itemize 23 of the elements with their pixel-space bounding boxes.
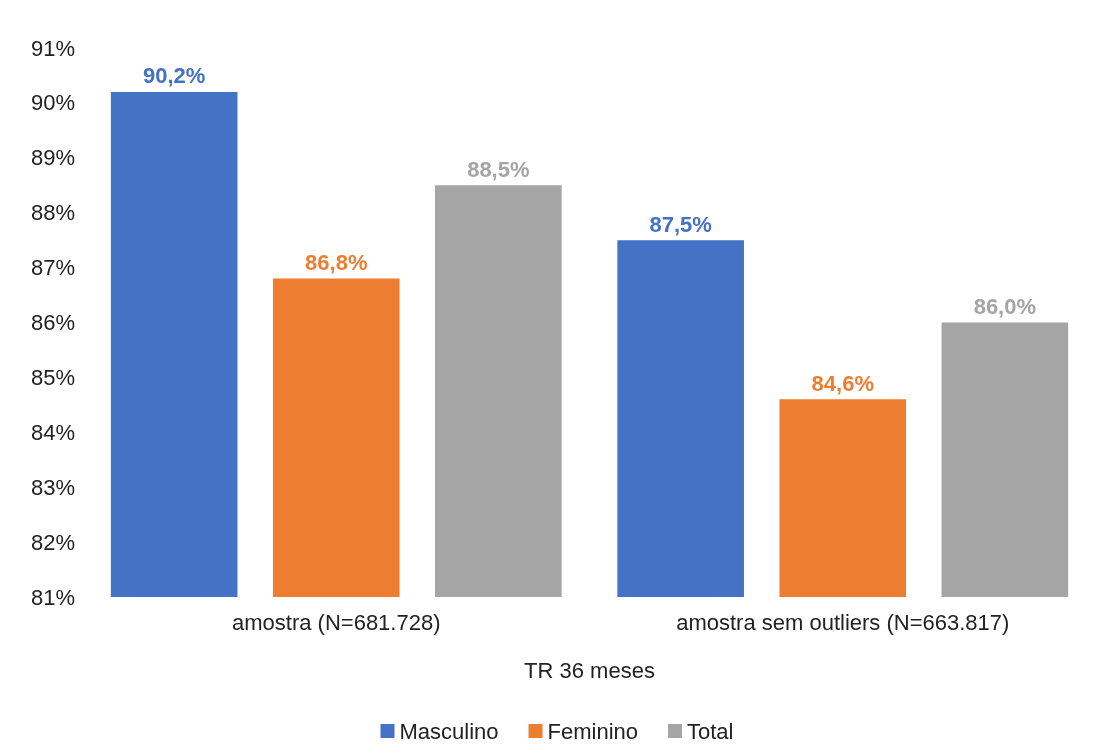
y-tick-label: 86%: [30, 310, 75, 335]
y-tick-label: 83%: [30, 474, 75, 500]
y-tick-label: 89%: [30, 145, 75, 171]
x-tick-label: amostra sem outliers (N=663.817): [676, 609, 1010, 635]
x-tick-label: amostra (N=681.728): [232, 609, 441, 635]
x-axis-title: TR 36 meses: [524, 657, 655, 683]
data-label: 90,2%: [142, 63, 206, 89]
data-label: 87,5%: [649, 211, 712, 237]
y-tick-label: 90%: [30, 90, 75, 116]
y-tick-label: 82%: [30, 529, 75, 555]
legend-label: Total: [687, 718, 734, 744]
data-label: 88,5%: [467, 156, 530, 182]
y-tick-label: 81%: [30, 584, 75, 610]
data-label: 86,0%: [973, 294, 1037, 319]
y-tick-label: 91%: [30, 35, 75, 61]
y-tick-label: 85%: [30, 364, 75, 390]
y-tick-label: 88%: [30, 200, 75, 226]
data-label: 86,8%: [305, 250, 368, 276]
y-tick-label: 87%: [30, 255, 75, 281]
legend-label: Masculino: [399, 718, 499, 744]
legend-label: Feminino: [547, 718, 639, 744]
y-tick-label: 84%: [30, 419, 75, 445]
data-label: 84,6%: [811, 370, 874, 396]
